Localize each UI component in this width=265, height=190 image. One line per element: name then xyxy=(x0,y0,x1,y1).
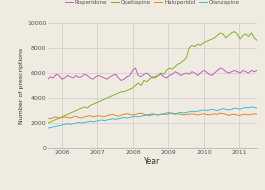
Quetiapine xyxy=(210,38,213,40)
Quetiapine xyxy=(219,32,222,34)
Olanzapine xyxy=(255,107,259,109)
Haloperidol xyxy=(216,113,219,116)
Olanzapine xyxy=(233,107,236,109)
Risperidone xyxy=(219,67,222,69)
Risperidone xyxy=(120,79,123,82)
Line: Quetiapine: Quetiapine xyxy=(48,32,257,123)
Risperidone xyxy=(224,70,228,73)
Line: Haloperidol: Haloperidol xyxy=(48,112,257,119)
Haloperidol xyxy=(49,118,52,120)
Risperidone xyxy=(63,77,66,79)
Quetiapine xyxy=(205,40,208,43)
Y-axis label: Number of prescriptions: Number of prescriptions xyxy=(19,47,24,124)
Risperidone xyxy=(134,67,137,69)
X-axis label: Year: Year xyxy=(144,157,161,166)
Risperidone xyxy=(210,74,213,77)
Quetiapine xyxy=(213,37,216,39)
Risperidone xyxy=(46,78,49,80)
Line: Risperidone: Risperidone xyxy=(48,68,257,81)
Quetiapine xyxy=(46,122,49,124)
Haloperidol xyxy=(238,114,242,117)
Line: Olanzapine: Olanzapine xyxy=(48,107,257,128)
Quetiapine xyxy=(63,114,66,117)
Haloperidol xyxy=(210,113,213,116)
Haloperidol xyxy=(66,116,69,119)
Haloperidol xyxy=(224,113,228,116)
Quetiapine xyxy=(236,33,239,35)
Legend: Risperidone, Quetiapine, Haloperidol, Olanzapine: Risperidone, Quetiapine, Haloperidol, Ol… xyxy=(63,0,242,7)
Olanzapine xyxy=(63,123,66,126)
Risperidone xyxy=(255,69,259,72)
Risperidone xyxy=(216,69,219,72)
Haloperidol xyxy=(46,117,49,119)
Quetiapine xyxy=(255,39,259,41)
Olanzapine xyxy=(46,127,49,129)
Olanzapine xyxy=(205,109,208,112)
Olanzapine xyxy=(210,108,213,110)
Quetiapine xyxy=(233,30,236,33)
Haloperidol xyxy=(168,111,171,114)
Haloperidol xyxy=(255,113,259,116)
Olanzapine xyxy=(250,106,253,108)
Haloperidol xyxy=(219,112,222,114)
Olanzapine xyxy=(219,108,222,110)
Olanzapine xyxy=(213,109,216,111)
Risperidone xyxy=(238,72,242,74)
